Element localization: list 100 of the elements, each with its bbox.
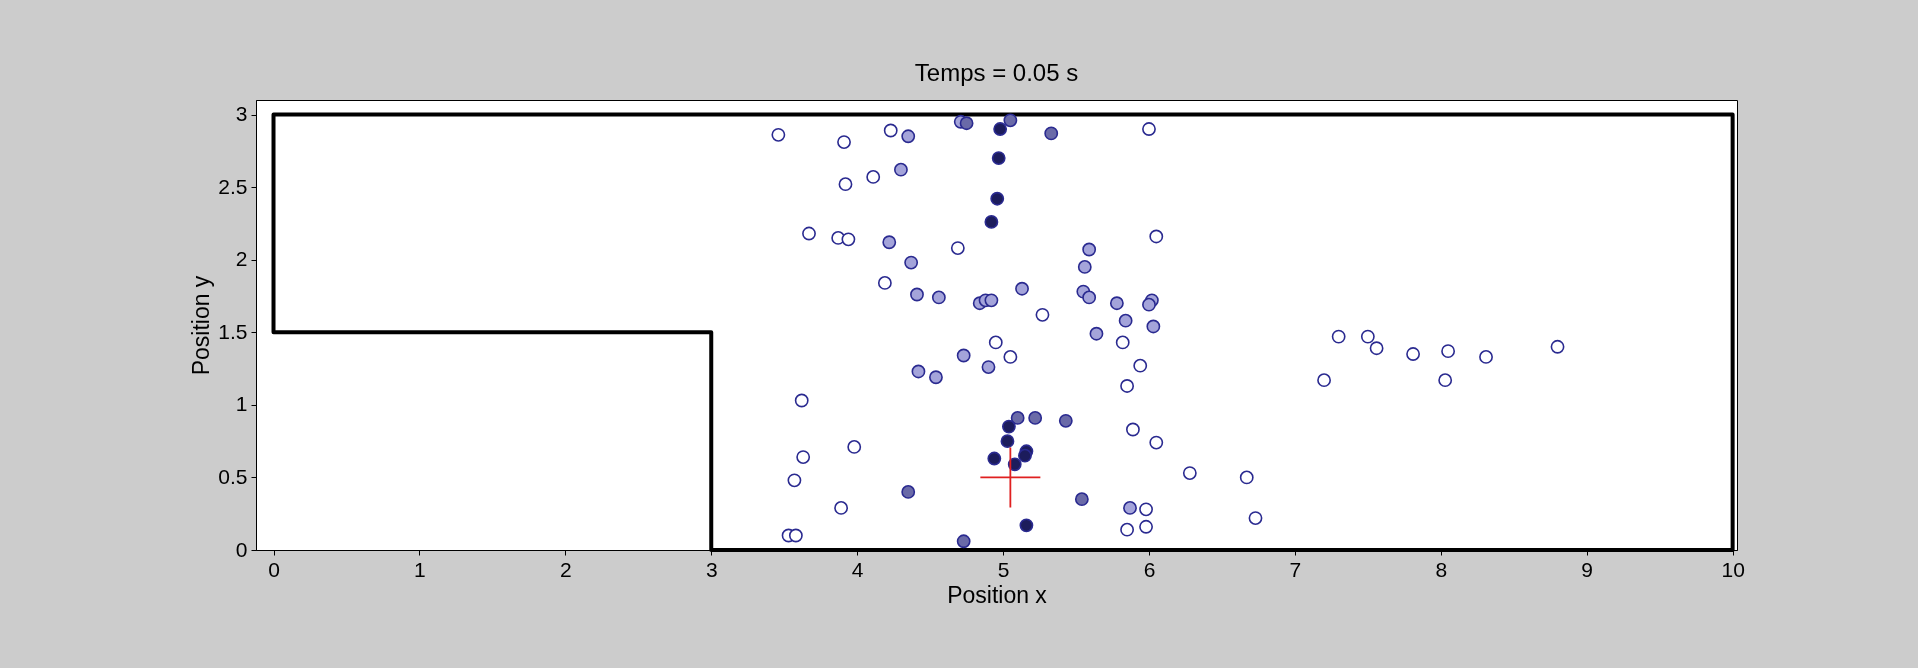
point	[1142, 297, 1156, 312]
point	[894, 162, 908, 177]
x-axis-title: Position x	[947, 581, 1048, 608]
point	[1360, 329, 1375, 344]
x-tick-label: 10	[1721, 557, 1745, 581]
point	[1118, 313, 1133, 328]
point	[1139, 519, 1153, 534]
point	[904, 255, 919, 270]
point	[882, 235, 897, 250]
y-tick-label: 0	[235, 537, 248, 561]
point	[787, 473, 802, 488]
point	[984, 215, 999, 229]
point	[1001, 419, 1016, 434]
point	[1441, 344, 1456, 359]
point	[931, 290, 946, 305]
point	[993, 122, 1008, 136]
point	[1115, 335, 1130, 350]
point	[1120, 379, 1135, 393]
point	[877, 275, 892, 290]
x-tick-label: 6	[1143, 557, 1156, 581]
point	[1089, 326, 1104, 341]
point	[1182, 466, 1197, 480]
point	[1123, 500, 1137, 515]
point	[837, 135, 851, 150]
point	[1000, 434, 1015, 449]
point	[1003, 350, 1018, 364]
point	[1077, 260, 1092, 274]
point	[1406, 347, 1420, 361]
point	[910, 287, 924, 302]
point	[1149, 229, 1164, 244]
x-tick-label: 9	[1581, 557, 1594, 581]
point	[1438, 373, 1453, 388]
y-tick-label: 2.5	[218, 174, 248, 198]
point	[901, 129, 916, 144]
point	[1028, 410, 1043, 425]
point	[1139, 502, 1153, 517]
point	[1133, 358, 1148, 373]
x-tick-label: 8	[1435, 557, 1448, 581]
point	[1369, 341, 1384, 356]
point	[866, 170, 881, 184]
point	[1010, 410, 1025, 425]
point	[1149, 435, 1164, 450]
point	[1019, 518, 1034, 533]
point	[1248, 511, 1263, 525]
point	[987, 451, 1002, 466]
point	[1082, 242, 1097, 257]
point	[796, 450, 811, 465]
point	[1239, 470, 1254, 485]
point	[1317, 373, 1331, 388]
point	[956, 534, 971, 549]
point	[838, 177, 853, 192]
point	[1035, 307, 1050, 322]
point	[1018, 448, 1032, 463]
x-tick-label: 5	[997, 557, 1010, 581]
y-tick-label: 0.5	[218, 464, 248, 488]
point	[1331, 329, 1346, 344]
point	[984, 293, 999, 308]
y-tick-label: 2	[235, 247, 248, 271]
point	[956, 348, 971, 363]
point	[991, 151, 1006, 165]
point	[771, 127, 786, 142]
point	[988, 335, 1003, 350]
x-tick-label: 0	[268, 557, 280, 581]
point	[929, 370, 943, 385]
point	[1003, 113, 1018, 128]
point	[1082, 290, 1097, 305]
point	[847, 440, 862, 454]
point	[1074, 492, 1089, 507]
y-axis-title: Position y	[188, 275, 215, 376]
point	[1044, 126, 1059, 141]
point	[1120, 522, 1135, 537]
point	[802, 226, 816, 241]
chart-title: Temps = 0.05 s	[914, 59, 1079, 86]
point	[1109, 296, 1124, 311]
x-tick-label: 1	[414, 557, 426, 581]
point	[950, 241, 965, 255]
x-tick-label: 4	[851, 557, 864, 581]
point	[1142, 122, 1156, 136]
point	[834, 500, 849, 515]
y-tick-label: 1	[235, 392, 248, 416]
point	[1479, 350, 1493, 364]
point	[1550, 339, 1565, 354]
point	[883, 123, 898, 138]
point	[1058, 413, 1073, 428]
x-tick-label: 3	[705, 557, 718, 581]
point	[981, 360, 996, 375]
point	[1015, 281, 1029, 296]
point	[841, 232, 856, 247]
point	[1146, 319, 1161, 334]
y-tick-label: 1.5	[218, 319, 248, 343]
x-tick-label: 2	[559, 557, 572, 581]
point	[959, 116, 974, 131]
point	[901, 485, 916, 499]
point	[911, 364, 926, 379]
x-tick-label: 7	[1289, 557, 1302, 581]
point	[990, 191, 1005, 206]
point	[788, 528, 803, 543]
y-tick-label: 3	[235, 102, 248, 126]
point	[794, 393, 809, 408]
point	[1126, 422, 1140, 437]
